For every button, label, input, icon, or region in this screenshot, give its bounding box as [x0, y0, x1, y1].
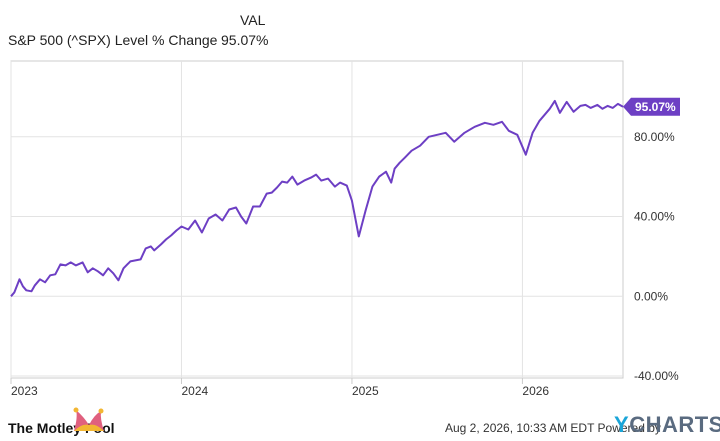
- legend-series-value: 95.07%: [221, 32, 269, 48]
- ycharts-logo: YCHARTS: [614, 412, 720, 438]
- grid-lines: [10, 61, 623, 378]
- x-tick-label: 2023: [11, 384, 38, 398]
- y-tick-label: 40.00%: [634, 210, 675, 224]
- ycharts-logo-text: CHARTS: [629, 412, 720, 437]
- plot-frame: [10, 60, 624, 379]
- y-tick-label: -40.00%: [634, 369, 679, 383]
- y-axis: -40.00% 0.00% 40.00% 80.00%: [634, 130, 679, 383]
- end-label-text: 95.07%: [635, 100, 676, 114]
- y-tick-label: 80.00%: [634, 130, 675, 144]
- legend-header: VAL: [240, 12, 266, 28]
- series-line: [10, 99, 624, 297]
- ycharts-logo-y: Y: [614, 412, 630, 437]
- jester-hat-icon: [73, 407, 104, 431]
- end-value-label: 95.07%: [623, 97, 680, 116]
- footer-timestamp: Aug 2, 2026, 10:33 AM EDT Powered by: [445, 421, 661, 435]
- x-tick-label: 2024: [181, 384, 208, 398]
- end-label-flag: [623, 97, 680, 116]
- x-tick-label: 2025: [352, 384, 379, 398]
- y-tick-label: 0.00%: [634, 289, 668, 303]
- x-axis: 2023 2024 2025 2026: [10, 378, 549, 398]
- legend-series-name: S&P 500 (^SPX) Level % Change: [8, 32, 218, 48]
- x-tick-label: 2026: [522, 384, 549, 398]
